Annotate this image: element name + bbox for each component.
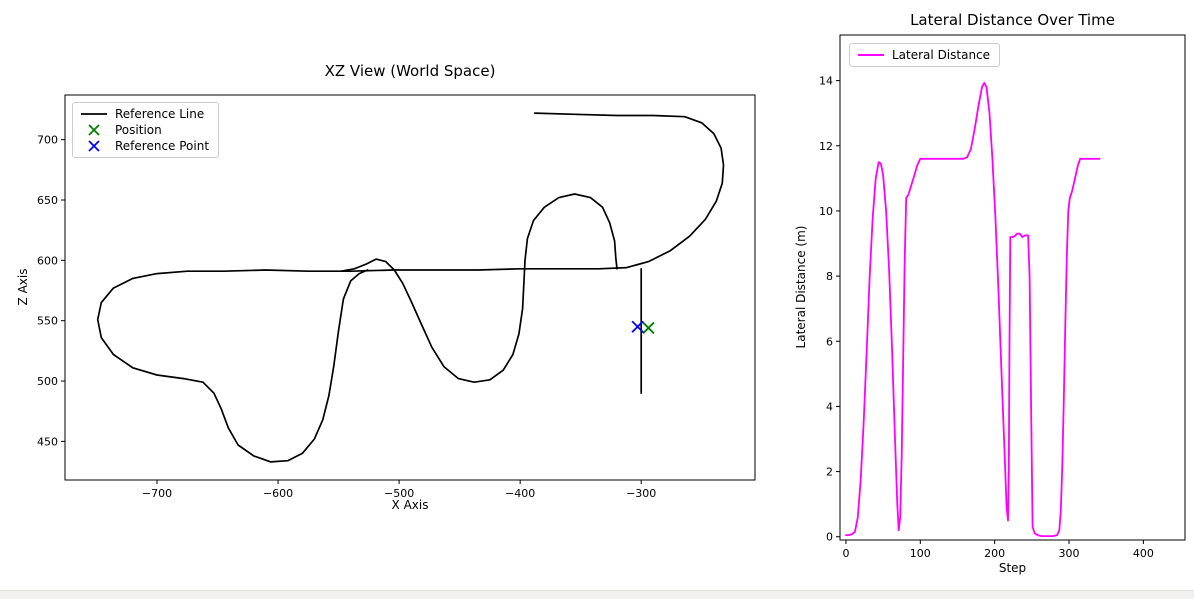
y-tick-label: 2: [826, 466, 833, 479]
y-tick-label: 650: [37, 194, 58, 207]
right-plot-xlabel: Step: [998, 561, 1027, 575]
left-plot-title: XZ View (World Space): [324, 62, 496, 80]
bottom-bar: [0, 590, 1194, 599]
x-tick-label: −500: [384, 487, 414, 500]
right-plot-title: Lateral Distance Over Time: [910, 11, 1115, 29]
y-tick-label: 550: [37, 315, 58, 328]
y-tick-label: 10: [819, 205, 833, 218]
y-tick-label: 700: [37, 134, 58, 147]
legend-label: Position: [115, 123, 162, 137]
y-tick-label: 14: [819, 75, 833, 88]
line-sample-icon: [858, 54, 884, 56]
y-tick-label: 6: [826, 335, 833, 348]
plot-frame: [839, 34, 1186, 541]
legend-entry-lateral-distance: Lateral Distance: [856, 48, 990, 62]
y-tick-label: 12: [819, 140, 833, 153]
right-plot-legend: Lateral Distance: [849, 43, 1001, 67]
right-plot-ylabel: Lateral Distance (m): [794, 225, 808, 349]
series-line: [96, 112, 725, 463]
series-line: [845, 82, 1101, 537]
legend-label: Reference Point: [115, 139, 210, 153]
plot-frame: [64, 94, 756, 481]
legend-entry-position: Position: [79, 123, 209, 137]
lateral-distance-plot: 0 100 200 300 400 0 2 4 6 8 10 12 14: [819, 34, 1186, 560]
x-tick-label: −400: [505, 487, 535, 500]
left-plot-ylabel: Z Axis: [16, 268, 30, 306]
x-tick-label: 300: [1059, 547, 1080, 560]
y-tick-label: 4: [826, 400, 833, 413]
y-tick-label: 500: [37, 375, 58, 388]
legend-entry-reference-line: Reference Line: [79, 107, 209, 121]
left-plot-legend: Reference Line Position Reference Point: [72, 102, 220, 158]
series-line: [340, 193, 618, 384]
reference-point-marker: [631, 320, 644, 333]
y-tick-label: 0: [826, 531, 833, 544]
x-tick-label: −300: [626, 487, 656, 500]
legend-entry-reference-point: Reference Point: [79, 139, 209, 153]
legend-label: Lateral Distance: [892, 48, 991, 62]
x-tick-label: 400: [1133, 547, 1154, 560]
y-tick-label: 600: [37, 254, 58, 267]
left-plot-xlabel: X Axis: [391, 498, 429, 512]
x-marker-icon: [88, 140, 100, 152]
line-sample-icon: [81, 113, 107, 115]
y-tick-label: 8: [826, 270, 833, 283]
x-tick-label: 200: [984, 547, 1005, 560]
x-marker-icon: [88, 124, 100, 136]
x-tick-label: −700: [142, 487, 172, 500]
position-marker: [642, 321, 655, 335]
y-tick-label: 450: [37, 435, 58, 448]
x-tick-label: −600: [263, 487, 293, 500]
x-tick-label: 100: [910, 547, 931, 560]
legend-label: Reference Line: [115, 107, 205, 121]
xz-view-plot: −700 −600 −500 −400 −300 450 500 550 600 650 700: [37, 94, 756, 500]
x-tick-label: 0: [842, 547, 849, 560]
